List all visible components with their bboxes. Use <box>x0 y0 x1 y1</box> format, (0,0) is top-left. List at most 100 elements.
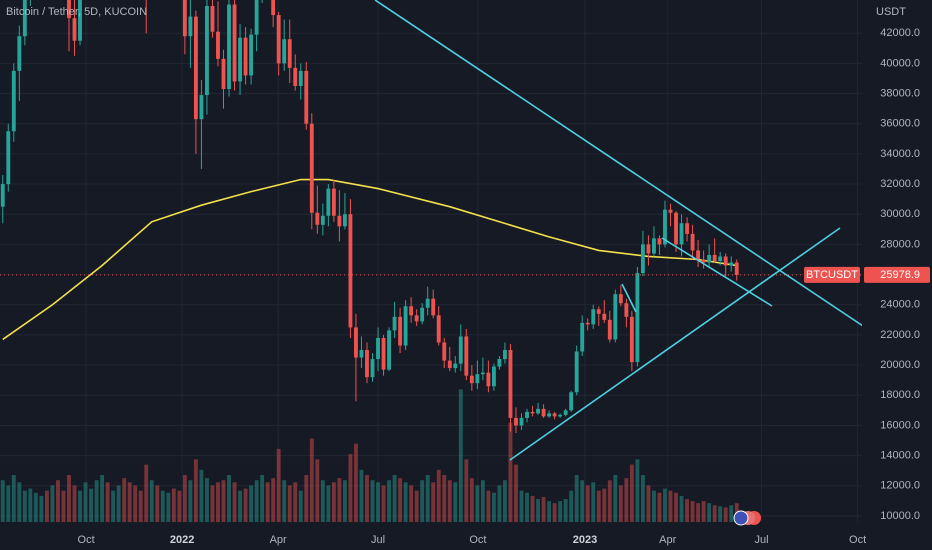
candle-body <box>254 0 259 35</box>
volume-bar <box>11 475 16 522</box>
volume-bar <box>387 480 391 522</box>
volume-bar <box>723 507 728 522</box>
y-tick-label: 32000.0 <box>880 178 920 190</box>
candle-body <box>480 372 485 375</box>
volume-bar <box>78 490 82 522</box>
volume-bar <box>331 482 336 522</box>
volume-bar <box>707 503 712 522</box>
candle-body <box>563 410 568 415</box>
candle-body <box>508 350 513 418</box>
volume-bar <box>17 482 22 522</box>
axes: 10000.0 12000.0 14000.0 16000.0 18000.0 20000… <box>78 27 930 546</box>
candle-body <box>707 254 712 263</box>
y-axis-label: USDT <box>876 6 906 18</box>
x-tick-label: Apr <box>659 534 676 546</box>
candle-body <box>298 70 303 86</box>
volume-bar <box>558 501 563 522</box>
volume-bar <box>320 480 325 522</box>
grid <box>0 0 862 522</box>
volume-bar <box>138 490 143 522</box>
volume-bar <box>652 490 656 522</box>
volume-bar <box>22 490 27 522</box>
volume-bar <box>458 389 463 522</box>
volume-bar <box>254 480 259 522</box>
candle-body <box>17 36 22 71</box>
candle-body <box>602 313 607 320</box>
candle-body <box>718 256 723 261</box>
volume-bar <box>166 492 171 522</box>
candle-body <box>78 0 82 41</box>
volume-bar <box>420 480 425 522</box>
volume-bar <box>436 469 441 522</box>
candle-body <box>365 350 369 378</box>
volume-bar <box>696 503 701 522</box>
candle-body <box>436 315 441 343</box>
volume-bar <box>122 478 127 522</box>
candle-body <box>497 359 502 367</box>
candle-body <box>403 306 408 346</box>
volume-bar <box>144 464 149 522</box>
last-price-label: 25978.9 <box>880 269 920 281</box>
x-tick-label: Oct <box>849 534 866 546</box>
volume-bar <box>298 490 303 522</box>
x-tick-label: Oct <box>469 534 486 546</box>
volume-bar <box>276 448 281 522</box>
x-tick-label: Jul <box>371 534 385 546</box>
volume-bar <box>712 505 717 522</box>
y-tick-label: 38000.0 <box>880 87 920 99</box>
y-tick-label: 14000.0 <box>880 450 920 462</box>
volume-bar <box>486 490 491 522</box>
candle-body <box>6 131 11 185</box>
volume-bar <box>469 478 474 522</box>
volume-bar <box>6 485 11 522</box>
volume-bar <box>514 464 518 522</box>
candle-body <box>536 408 540 414</box>
candle-body <box>685 223 689 234</box>
volume-bar <box>657 492 662 522</box>
volume-bar <box>563 499 568 522</box>
y-tick-label: 40000.0 <box>880 57 920 69</box>
candle-body <box>635 273 640 363</box>
candle-body <box>354 327 358 358</box>
candle-body <box>331 188 336 216</box>
y-tick-label: 36000.0 <box>880 118 920 130</box>
candle-body <box>640 244 645 274</box>
candle-body <box>503 350 507 360</box>
volume-bar <box>342 480 347 522</box>
candle-body <box>276 15 281 64</box>
trendline <box>661 237 773 307</box>
x-tick-label: Oct <box>78 534 95 546</box>
candle-body <box>67 0 71 19</box>
volume-bar <box>635 459 640 522</box>
last-price-box <box>864 266 930 283</box>
volume-bar <box>216 482 220 522</box>
volume-bar <box>607 480 612 522</box>
volume-bar <box>431 482 436 522</box>
volume-bar <box>309 438 314 522</box>
candle-body <box>326 188 331 216</box>
candle-body <box>591 309 596 325</box>
candle-body <box>723 256 728 266</box>
y-tick-label: 20000.0 <box>880 359 920 371</box>
volume-bar <box>83 482 88 522</box>
volume-bar <box>94 480 99 522</box>
volume-bar <box>525 492 529 522</box>
y-tick-label: 22000.0 <box>880 329 920 341</box>
volume-bar <box>640 475 645 522</box>
volume-bar <box>668 490 673 522</box>
volume-bar <box>519 490 524 522</box>
volume-bar <box>718 506 723 522</box>
volume-bar <box>663 488 667 522</box>
candle-body <box>398 316 403 346</box>
candle-body <box>315 212 320 225</box>
candle-body <box>486 372 491 387</box>
candle-body <box>409 306 414 316</box>
candle-body <box>337 215 342 227</box>
candle-body <box>22 0 27 37</box>
volume-bar <box>238 490 242 522</box>
candle-body <box>491 366 496 387</box>
volume-bar <box>530 495 535 522</box>
volume-bar <box>409 485 414 522</box>
volume-bar <box>425 475 430 522</box>
volume-bar <box>574 475 579 522</box>
